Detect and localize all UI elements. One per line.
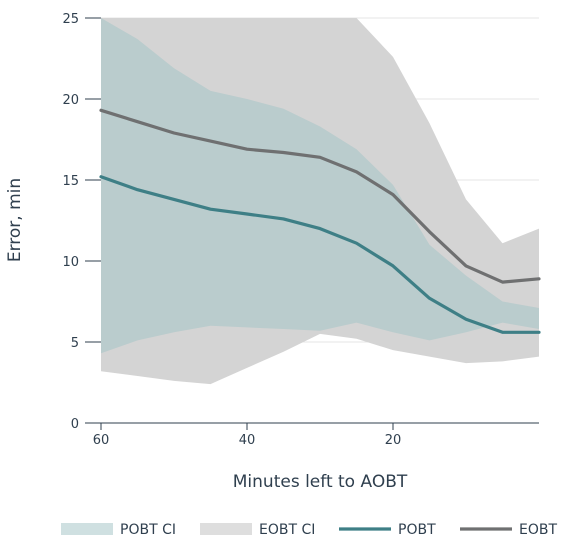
legend-swatch-eobt-ci (200, 523, 252, 535)
series-lines (99, 108, 541, 334)
axes: 0 5 10 15 20 25 60 40 20 (62, 12, 539, 448)
legend-label-eobt-ci: EOBT CI (259, 522, 315, 538)
legend-label-pobt-ci: POBT CI (120, 522, 176, 538)
y-tick-label-15: 15 (62, 174, 79, 189)
legend-label-pobt: POBT (398, 522, 436, 538)
x-axis-title: Minutes left to AOBT (233, 472, 408, 492)
y-tick-label-10: 10 (62, 255, 79, 270)
legend-label-eobt: EOBT (519, 522, 557, 538)
band-pobt-ci (101, 18, 539, 354)
x-tick-label-20: 20 (385, 433, 402, 448)
y-tick-label-0: 0 (71, 417, 79, 432)
legend: POBT CI EOBT CI POBT EOBT (61, 522, 557, 538)
y-tick-label-25: 25 (62, 12, 79, 27)
x-tick-label-60: 60 (93, 433, 110, 448)
x-tick-label-40: 40 (239, 433, 256, 448)
y-tick-label-5: 5 (71, 336, 79, 351)
y-tick-label-20: 20 (62, 93, 79, 108)
confidence-bands (101, 18, 539, 385)
y-axis-title: Error, min (5, 178, 25, 262)
legend-swatch-pobt-ci (61, 523, 113, 535)
line-eobt (99, 108, 541, 284)
line-pobt (99, 175, 541, 334)
